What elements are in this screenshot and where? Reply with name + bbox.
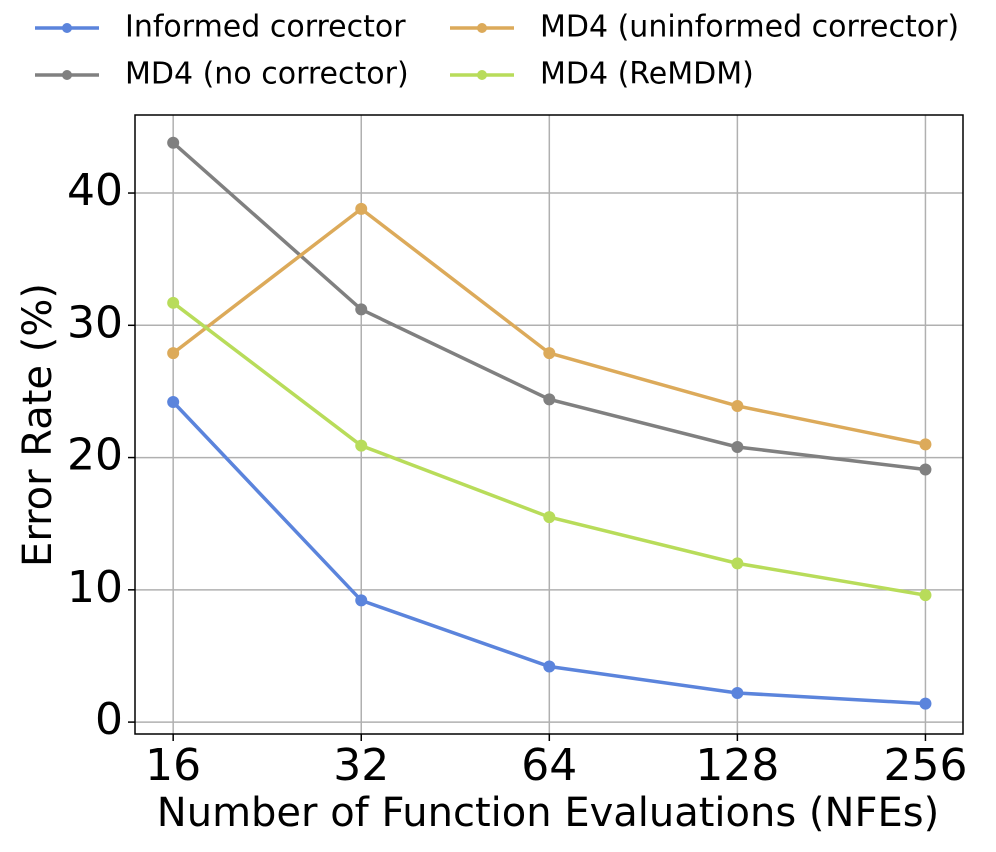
x-tick-label: 16 <box>145 740 201 791</box>
legend-label: MD4 (uninformed corrector) <box>540 10 959 45</box>
plot-frame <box>134 114 964 735</box>
y-tick-label: 0 <box>95 694 123 745</box>
data-point <box>919 463 932 476</box>
legend-marker <box>62 23 72 33</box>
data-point <box>167 347 180 360</box>
data-point <box>543 393 556 406</box>
data-point <box>355 202 368 215</box>
data-point <box>731 557 744 570</box>
y-tick-label: 30 <box>67 297 123 348</box>
x-tick-label: 32 <box>333 740 389 791</box>
y-tick-label: 10 <box>67 562 123 613</box>
data-point <box>731 440 744 453</box>
y-tick-label: 20 <box>67 430 123 481</box>
legend-label: Informed corrector <box>125 10 406 45</box>
data-point <box>543 347 556 360</box>
x-axis-label: Number of Function Evaluations (NFEs) <box>157 790 939 836</box>
y-axis-label: Error Rate (%) <box>15 283 61 567</box>
legend-label: MD4 (ReMDM) <box>540 57 754 92</box>
data-point <box>355 303 368 316</box>
data-point <box>731 399 744 412</box>
data-point <box>919 438 932 451</box>
x-tick-label: 64 <box>521 740 577 791</box>
legend-marker <box>477 23 487 33</box>
data-point <box>355 439 368 452</box>
data-point <box>731 686 744 699</box>
x-tick-label: 256 <box>883 740 967 791</box>
y-tick-label: 40 <box>67 165 123 216</box>
legend-marker <box>62 70 72 80</box>
legend-marker <box>477 70 487 80</box>
legend-label: MD4 (no corrector) <box>125 57 409 92</box>
data-point <box>167 396 180 409</box>
data-point <box>543 660 556 673</box>
data-point <box>167 136 180 149</box>
data-point <box>355 594 368 607</box>
x-tick-label: 128 <box>695 740 779 791</box>
data-point <box>167 296 180 309</box>
data-point <box>919 697 932 710</box>
data-point <box>919 589 932 602</box>
data-point <box>543 511 556 524</box>
